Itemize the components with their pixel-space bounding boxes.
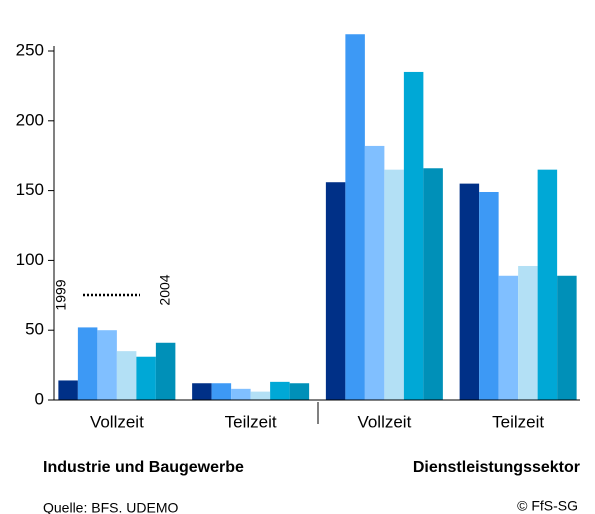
y-tick-label: 250 (16, 40, 44, 59)
bar (498, 275, 519, 400)
bar (423, 168, 443, 400)
x-tick-label: Vollzeit (357, 412, 411, 431)
annotation: 1999 (53, 279, 69, 310)
group-label: Industrie und Baugewerbe (43, 459, 244, 476)
credit: © FfS-SG (517, 498, 578, 514)
bar (289, 383, 310, 400)
y-tick-label: 150 (16, 180, 44, 199)
group-label: Dienstleistungssektor (413, 459, 580, 476)
y-tick-label: 0 (35, 389, 44, 408)
annotation: 2004 (157, 274, 173, 305)
bar (384, 169, 404, 400)
bar (58, 380, 78, 400)
bar (459, 183, 480, 400)
bar (364, 145, 385, 400)
bar (211, 383, 232, 400)
bar (116, 351, 137, 400)
bar (403, 71, 424, 400)
bar (155, 342, 176, 400)
bar (97, 330, 117, 400)
x-tick-label: Teilzeit (492, 412, 544, 431)
bar (557, 275, 577, 400)
bar (250, 391, 271, 400)
bar (325, 182, 346, 400)
bar (345, 34, 365, 401)
y-tick-label: 50 (25, 320, 44, 339)
bar (537, 169, 558, 400)
bar (136, 356, 156, 400)
bar (77, 327, 98, 400)
bar (270, 381, 290, 400)
bar (518, 265, 538, 400)
y-tick-label: 100 (16, 250, 44, 269)
x-tick-label: Teilzeit (225, 412, 277, 431)
bar (192, 383, 212, 400)
bar (479, 191, 499, 400)
source: Quelle: BFS. UDEMO (43, 500, 178, 514)
y-tick-label: 200 (16, 110, 44, 129)
bar (231, 388, 251, 400)
x-tick-label: Vollzeit (90, 412, 144, 431)
